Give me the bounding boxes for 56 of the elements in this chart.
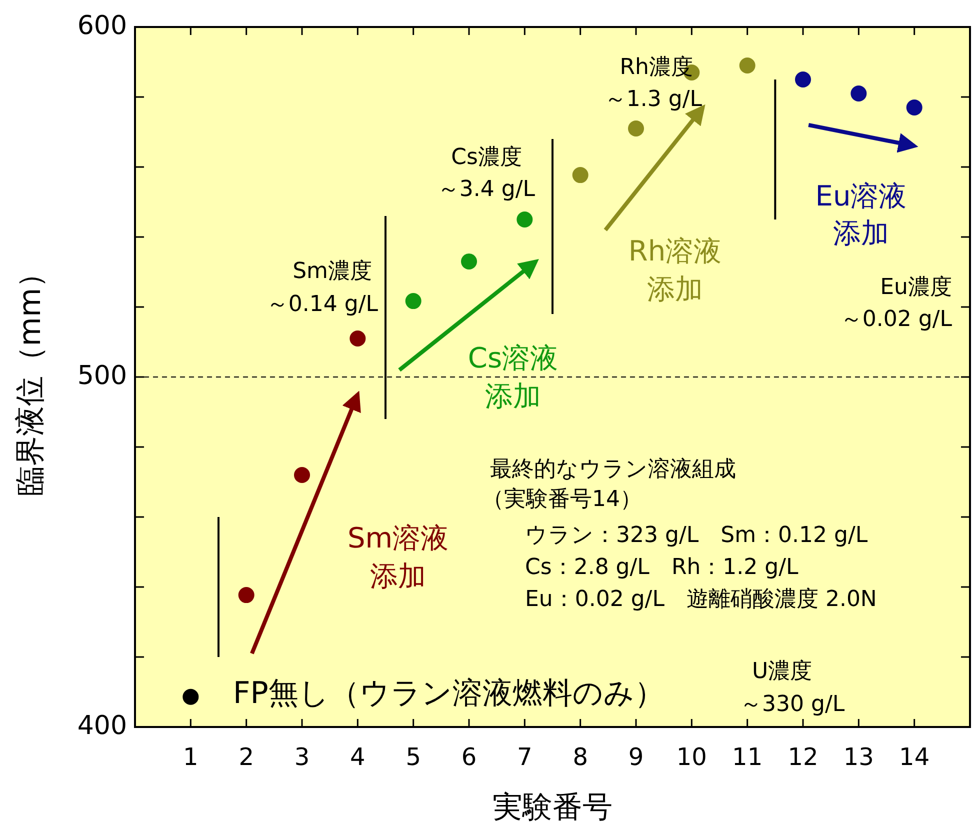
x-tick-label: 11 <box>732 743 763 771</box>
x-tick-label: 10 <box>676 743 707 771</box>
x-tick-label: 14 <box>899 743 930 771</box>
point <box>238 587 254 604</box>
point <box>906 100 922 116</box>
point <box>350 330 366 346</box>
x-tick-label: 1 <box>183 743 198 771</box>
point <box>182 688 199 705</box>
annotation: Cs：2.8 g/L Rh：1.2 g/L <box>525 555 800 580</box>
annotation: Cs溶液 <box>468 342 558 375</box>
annotation: ～330 g/L <box>740 692 846 718</box>
x-tick-label: 5 <box>406 743 421 771</box>
annotation: Cs濃度 <box>451 145 522 170</box>
annotation: U濃度 <box>752 659 812 684</box>
annotation: Sm濃度 <box>292 259 372 284</box>
annotation: ウラン：323 g/L Sm：0.12 g/L <box>525 523 868 548</box>
y-tick-label: 400 <box>77 711 127 742</box>
y-tick-label: 600 <box>77 11 127 42</box>
annotation: 最終的なウラン溶液組成 <box>490 457 736 482</box>
x-tick-label: 12 <box>788 743 818 771</box>
point <box>461 254 477 270</box>
x-tick-label: 6 <box>461 743 477 771</box>
annotation: 添加 <box>833 216 889 250</box>
x-tick-label: 3 <box>294 743 310 771</box>
point <box>572 167 588 184</box>
annotation: ～3.4 g/L <box>437 177 536 202</box>
annotation: ～0.14 g/L <box>266 292 379 318</box>
y-axis-title: 臨界液位（mm） <box>13 258 48 496</box>
point <box>795 72 811 88</box>
point <box>628 120 644 136</box>
annotation: 添加 <box>647 272 703 306</box>
point <box>739 58 756 74</box>
x-tick-label: 8 <box>572 743 588 771</box>
x-tick-label: 9 <box>628 743 644 771</box>
point <box>294 467 310 483</box>
annotation: ～0.02 g/L <box>840 307 953 332</box>
x-tick-label: 13 <box>843 743 874 771</box>
annotation: Eu溶液 <box>815 180 907 213</box>
x-tick-label: 2 <box>238 743 254 771</box>
annotation: Rh濃度 <box>620 55 693 80</box>
point <box>405 293 422 310</box>
annotation: Eu濃度 <box>880 275 952 300</box>
annotation: Sm溶液 <box>347 522 449 555</box>
annotation: （実験番号14） <box>482 487 642 512</box>
x-axis-title: 実験番号 <box>492 790 612 825</box>
annotation: Rh溶液 <box>628 234 722 268</box>
annotation: FP無し（ウラン溶液燃料のみ） <box>233 676 664 712</box>
point <box>516 212 533 228</box>
annotation: ～1.3 g/L <box>604 87 703 112</box>
x-tick-label: 4 <box>350 743 366 771</box>
y-tick-label: 500 <box>77 361 127 392</box>
annotation: 添加 <box>370 560 426 593</box>
annotation: 添加 <box>485 380 541 413</box>
point <box>850 86 867 102</box>
annotation: Eu：0.02 g/L 遊離硝酸濃度 2.0N <box>525 587 877 612</box>
x-tick-label: 7 <box>517 743 532 771</box>
